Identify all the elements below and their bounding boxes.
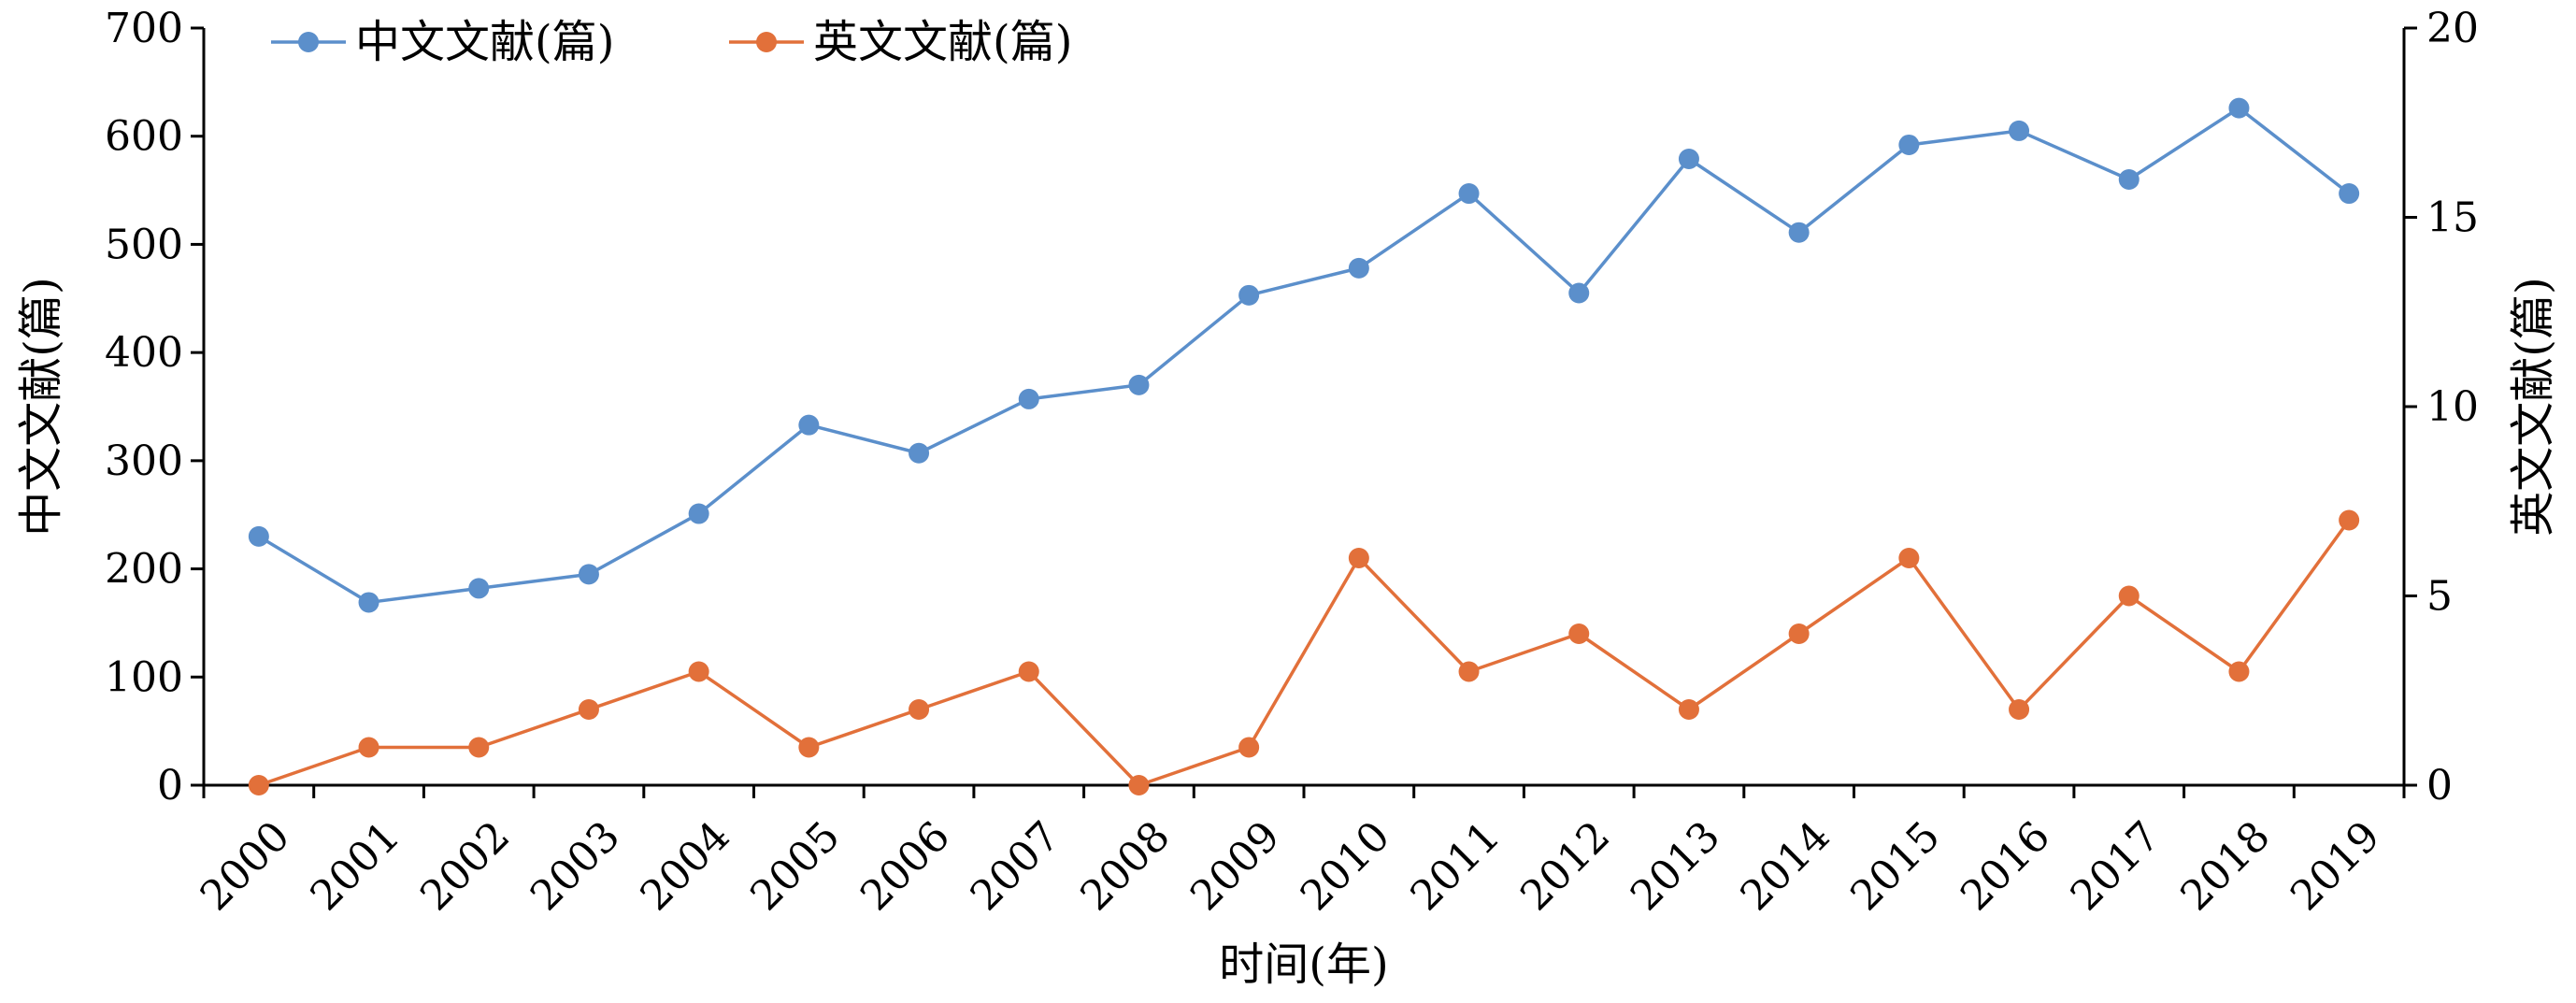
- y-right-axis-title: 英文文献(篇): [2507, 277, 2559, 536]
- data-point-series-2: [1018, 661, 1039, 682]
- series-line-2: [258, 519, 2351, 787]
- y-right-tick-label: 0: [2426, 762, 2453, 810]
- legend-label-2: 英文文献(篇): [813, 16, 1072, 68]
- x-tick-label: 2017: [2062, 812, 2169, 920]
- x-tick-label: 2018: [2171, 812, 2279, 920]
- x-tick-label: 2019: [2282, 812, 2389, 920]
- x-tick-label: 2015: [1841, 812, 1949, 920]
- data-point-series-2: [1898, 548, 1920, 568]
- data-point-series-1: [688, 503, 709, 524]
- x-tick-label: 2002: [411, 812, 519, 920]
- legend-marker-1: [298, 32, 319, 52]
- data-point-series-2: [909, 699, 930, 720]
- x-tick-label: 2016: [1952, 812, 2059, 920]
- data-point-series-2: [1458, 661, 1480, 682]
- data-point-series-1: [2339, 183, 2360, 205]
- y-right-tick-label: 5: [2426, 573, 2453, 621]
- data-point-series-1: [358, 592, 379, 613]
- data-point-series-2: [1238, 737, 1260, 758]
- data-point-series-1: [1348, 257, 1369, 279]
- data-point-series-1: [1898, 134, 1920, 155]
- data-point-series-2: [2009, 699, 2030, 720]
- data-point-series-2: [2228, 661, 2250, 682]
- x-tick-label: 2014: [1732, 812, 1839, 920]
- data-point-series-1: [1018, 388, 1039, 409]
- data-point-series-2: [248, 775, 269, 795]
- data-point-series-1: [2228, 97, 2250, 119]
- data-point-series-1: [578, 564, 599, 585]
- legend-marker-2: [756, 32, 777, 52]
- data-point-series-1: [468, 578, 490, 599]
- y-left-tick-label: 0: [157, 762, 183, 810]
- legend: 中文文献(篇) 英文文献(篇): [271, 16, 1072, 68]
- x-tick-label: 2010: [1292, 812, 1399, 920]
- x-tick-label: 2007: [962, 812, 1069, 920]
- x-tick-label: 2001: [301, 812, 408, 920]
- data-point-series-2: [1788, 623, 1810, 644]
- series-layer: [248, 97, 2360, 795]
- data-point-series-2: [2118, 585, 2140, 607]
- y-left-tick-label: 700: [105, 5, 183, 52]
- data-point-series-1: [1128, 374, 1150, 395]
- data-point-series-1: [909, 442, 930, 464]
- y-left-tick-label: 100: [105, 653, 183, 701]
- x-tick-label: 2008: [1071, 812, 1179, 920]
- data-point-series-2: [1128, 775, 1150, 795]
- data-point-series-2: [2339, 509, 2360, 531]
- y-right-tick-label: 10: [2426, 383, 2479, 431]
- x-tick-label: 2011: [1401, 812, 1509, 920]
- data-point-series-1: [1788, 222, 1810, 243]
- y-left-tick-label: 200: [105, 546, 183, 594]
- y-left-axis-title: 中文文献(篇): [15, 277, 67, 536]
- data-point-series-1: [2118, 169, 2140, 190]
- data-point-series-2: [358, 737, 379, 758]
- data-point-series-1: [2009, 120, 2030, 141]
- data-point-series-2: [578, 699, 599, 720]
- data-point-series-2: [1678, 699, 1699, 720]
- x-tick-label: 2005: [741, 812, 849, 920]
- x-axis-title: 时间(年): [1219, 939, 1388, 991]
- x-tick-label: 2003: [522, 812, 629, 920]
- y-left-tick-label: 500: [105, 221, 183, 268]
- data-point-series-2: [688, 661, 709, 682]
- data-point-series-2: [1568, 623, 1590, 644]
- data-point-series-1: [1238, 284, 1260, 306]
- data-point-series-2: [468, 737, 490, 758]
- data-point-series-2: [1348, 548, 1369, 568]
- data-point-series-1: [1568, 282, 1590, 304]
- y-left-tick-label: 300: [105, 437, 183, 485]
- data-point-series-1: [1458, 183, 1480, 205]
- x-tick-label: 2009: [1181, 812, 1289, 920]
- y-right-tick-label: 20: [2426, 5, 2479, 52]
- legend-label-1: 中文文献(篇): [355, 16, 614, 68]
- x-tick-label: 2000: [192, 812, 299, 920]
- data-point-series-1: [248, 525, 269, 547]
- x-tick-label: 2012: [1511, 812, 1619, 920]
- x-tick-label: 2013: [1622, 812, 1729, 920]
- y-right-tick-label: 15: [2426, 194, 2479, 242]
- x-tick-label: 2006: [852, 812, 959, 920]
- data-point-series-2: [798, 737, 820, 758]
- y-left-tick-label: 600: [105, 113, 183, 161]
- series-line-1: [257, 106, 2351, 605]
- data-point-series-1: [798, 414, 820, 436]
- data-point-series-1: [1678, 149, 1699, 170]
- y-left-tick-label: 400: [105, 329, 183, 377]
- x-tick-label: 2004: [632, 812, 739, 920]
